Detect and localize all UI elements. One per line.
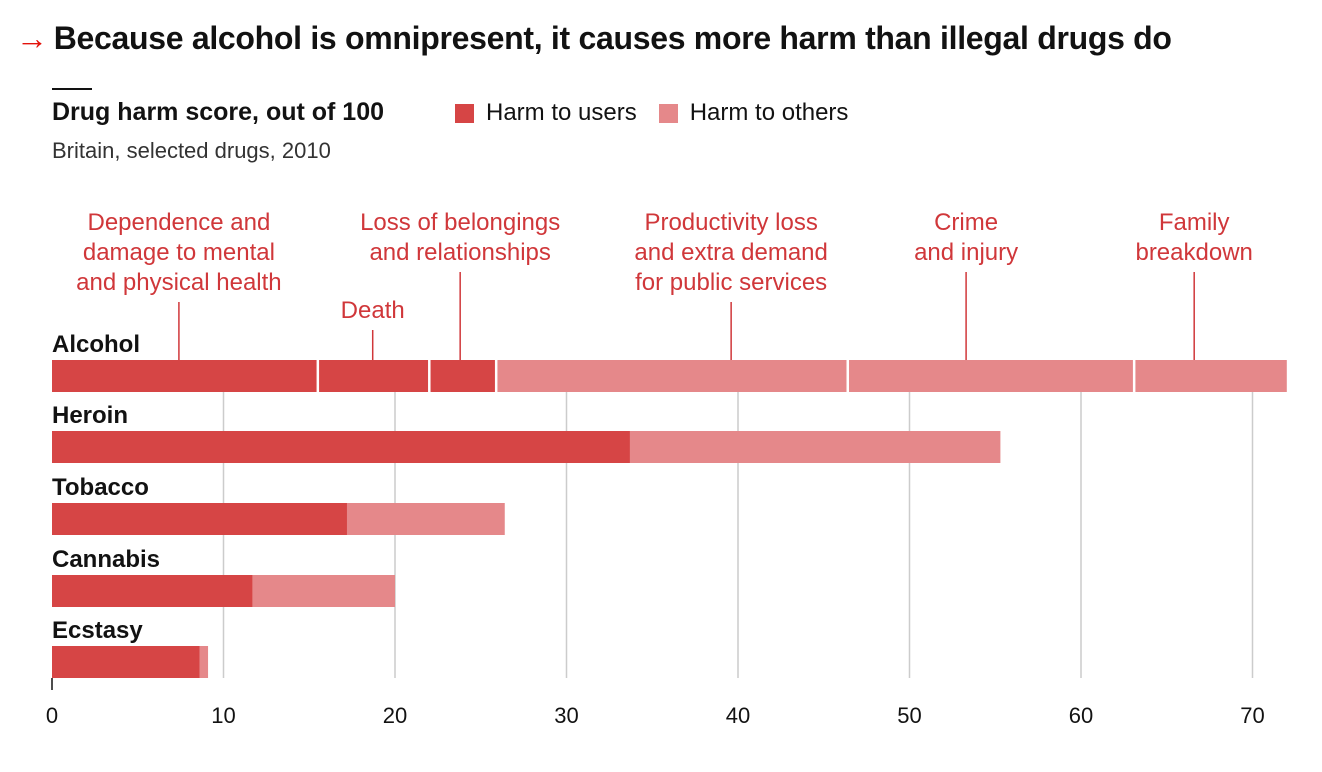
- annotation-label: and extra demand: [634, 239, 827, 266]
- bar-segment-alcohol-2: [317, 360, 430, 392]
- bar-label-alcohol: Alcohol: [52, 331, 140, 358]
- x-tick-label: 50: [897, 703, 921, 728]
- bar-label-ecstasy: Ecstasy: [52, 617, 143, 644]
- legend-swatch-others: [658, 103, 678, 123]
- legend-label-users: Harm to users: [486, 99, 637, 126]
- x-tick-label: 30: [554, 703, 578, 728]
- bar-segment-alcohol-4: [496, 360, 848, 392]
- x-tick-label: 20: [383, 703, 407, 728]
- bar-segment-alcohol-6: [1134, 360, 1287, 392]
- annotation-label: Crime: [934, 209, 998, 236]
- annotation-label: and injury: [914, 239, 1018, 266]
- headline-title: Because alcohol is omnipresent, it cause…: [53, 20, 1172, 56]
- annotation-label: Death: [341, 297, 405, 324]
- chart-subtitle: Britain, selected drugs, 2010: [52, 138, 331, 163]
- headline: → Because alcohol is omnipresent, it caus…: [16, 20, 1172, 57]
- annotation-label: Dependence and: [87, 209, 270, 236]
- x-tick-label: 60: [1069, 703, 1093, 728]
- legend-item-users: Harm to users: [455, 99, 637, 127]
- x-tick-label: 10: [211, 703, 235, 728]
- bar-label-tobacco: Tobacco: [52, 474, 149, 501]
- annotation-label: breakdown: [1135, 239, 1252, 266]
- arrow-icon: →: [16, 20, 48, 56]
- annotation-label: and relationships: [369, 239, 550, 266]
- annotation-label: Family: [1159, 209, 1230, 236]
- bar-segment-alcohol-3: [429, 360, 497, 392]
- bar-segment-alcohol-1: [52, 360, 318, 392]
- bar-users-ecstasy: [52, 646, 200, 678]
- bar-others-tobacco: [346, 503, 505, 535]
- bar-label-cannabis: Cannabis: [52, 546, 160, 573]
- bar-users-cannabis: [52, 575, 253, 607]
- bar-users-tobacco: [52, 503, 347, 535]
- bar-others-cannabis: [252, 575, 395, 607]
- bar-users-heroin: [52, 431, 630, 463]
- bar-others-ecstasy: [199, 646, 209, 678]
- legend-label-others: Harm to others: [689, 99, 849, 126]
- x-tick-label: 0: [46, 703, 58, 728]
- annotation-label: damage to mental: [83, 239, 275, 266]
- x-tick-label: 70: [1240, 703, 1264, 728]
- title-rule: [52, 88, 92, 90]
- annotation-label: Loss of belongings: [360, 209, 560, 236]
- chart-title: Drug harm score, out of 100: [52, 98, 385, 126]
- annotation-label: and physical health: [76, 269, 281, 296]
- legend: Harm to users Harm to others: [455, 99, 870, 127]
- legend-swatch-users: [455, 103, 474, 123]
- annotation-label: Productivity loss: [644, 209, 817, 236]
- bar-segment-alcohol-5: [847, 360, 1135, 392]
- x-tick-label: 40: [726, 703, 750, 728]
- annotation-label: for public services: [635, 269, 827, 296]
- bar-label-heroin: Heroin: [52, 402, 128, 429]
- bar-others-heroin: [629, 431, 1001, 463]
- legend-item-others: Harm to others: [658, 99, 849, 127]
